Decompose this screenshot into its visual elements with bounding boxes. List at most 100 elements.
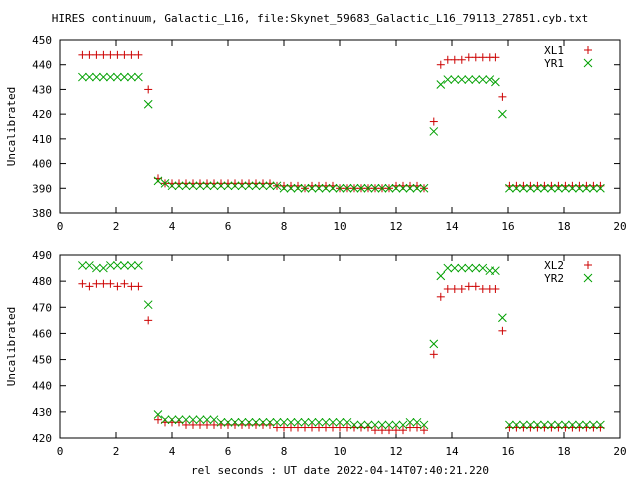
data-point-yr1 [85,72,94,82]
data-point-yr1 [429,127,439,136]
y-axis-label: Uncalibrated [5,307,18,386]
data-point-yr2 [99,263,108,273]
data-point-xl1 [99,50,108,59]
x-tick-label: 6 [225,445,232,458]
data-point-yr1 [106,72,115,82]
data-point-xl2 [406,423,414,432]
data-point-yr1 [342,183,352,193]
data-point-yr1 [223,181,233,191]
data-point-yr1 [153,176,163,186]
x-tick-label: 12 [389,220,402,233]
data-point-yr2 [450,263,460,273]
data-point-yr2 [167,415,177,425]
y-tick-label: 460 [32,327,52,340]
data-point-yr1 [533,183,542,193]
data-point-yr2 [335,417,345,427]
data-point-yr2 [533,420,542,430]
data-point-yr1 [575,183,584,193]
y-tick-label: 440 [32,59,52,72]
data-point-yr2 [78,261,87,270]
y-tick-label: 490 [32,249,52,262]
data-point-yr2 [498,313,507,323]
data-point-yr1 [160,178,170,188]
data-point-yr2 [153,410,163,419]
data-point-yr2 [307,417,317,427]
data-point-xl2 [134,282,143,291]
data-point-yr1 [589,183,598,193]
data-point-yr2 [223,417,233,427]
data-point-yr2 [363,420,373,430]
data-point-xl2 [144,316,153,325]
data-point-yr1 [143,99,153,109]
data-point-yr2 [237,417,247,427]
data-point-yr1 [134,72,143,82]
legend-marker [583,58,593,68]
data-point-yr2 [349,420,359,430]
data-point-yr2 [405,417,415,427]
data-point-yr1 [307,183,317,193]
data-point-yr1 [471,75,481,84]
data-point-yr2 [370,420,380,430]
data-point-yr1 [99,72,108,82]
data-point-yr2 [526,420,535,430]
x-tick-label: 12 [389,445,402,458]
data-point-xl2 [273,423,281,432]
data-point-yr1 [485,75,495,84]
y-tick-label: 480 [32,275,52,288]
x-tick-label: 8 [281,220,288,233]
data-point-xl1 [127,50,136,59]
data-point-yr2 [113,261,122,270]
data-point-xl2 [322,423,330,432]
data-point-yr1 [391,183,401,193]
data-point-yr2 [321,417,331,427]
chart-title: HIRES continuum, Galactic_L16, file:Skyn… [52,12,588,25]
data-point-yr2 [272,417,282,427]
data-point-xl2 [92,279,101,288]
data-point-xl2 [336,423,344,432]
data-point-xl1 [443,55,452,64]
data-point-yr2 [471,263,481,273]
data-point-yr2 [384,420,394,430]
y-tick-label: 470 [32,301,52,314]
data-point-yr1 [216,181,226,191]
data-point-yr1 [181,181,191,191]
data-point-yr2 [568,420,577,430]
data-point-xl1 [491,53,500,62]
data-point-yr2 [85,261,94,270]
data-point-yr1 [568,183,577,193]
data-point-yr2 [286,417,296,427]
data-point-xl2 [471,282,480,291]
plot-frame [59,254,621,439]
data-point-yr1 [405,183,415,193]
data-point-xl2 [420,426,428,435]
data-point-yr2 [120,261,129,270]
data-point-yr2 [547,420,556,430]
data-point-xl2 [429,350,438,359]
data-point-xl2 [120,279,129,288]
data-point-yr1 [120,72,129,82]
legend-label: XL2 [544,259,564,272]
data-point-yr2 [519,420,528,430]
data-point-yr2 [457,263,467,273]
data-point-xl2 [399,426,407,435]
data-point-xl1 [436,60,445,69]
legend-label: YR1 [544,57,564,70]
x-tick-label: 14 [445,445,459,458]
y-tick-label: 440 [32,380,52,393]
data-point-yr2 [195,415,205,425]
data-point-yr2 [300,417,310,427]
data-point-yr1 [272,181,282,191]
data-point-yr1 [436,80,446,89]
data-point-yr2 [391,420,401,430]
data-point-yr2 [419,420,429,430]
data-point-xl1 [144,85,153,94]
data-point-xl2 [78,279,87,288]
data-point-yr2 [478,263,488,273]
data-point-xl2 [301,423,309,432]
data-point-yr2 [491,266,500,276]
data-point-xl1 [457,55,466,64]
data-point-yr1 [582,183,591,193]
data-point-yr1 [384,183,394,193]
data-point-yr1 [377,183,387,193]
data-point-yr2 [328,417,338,427]
